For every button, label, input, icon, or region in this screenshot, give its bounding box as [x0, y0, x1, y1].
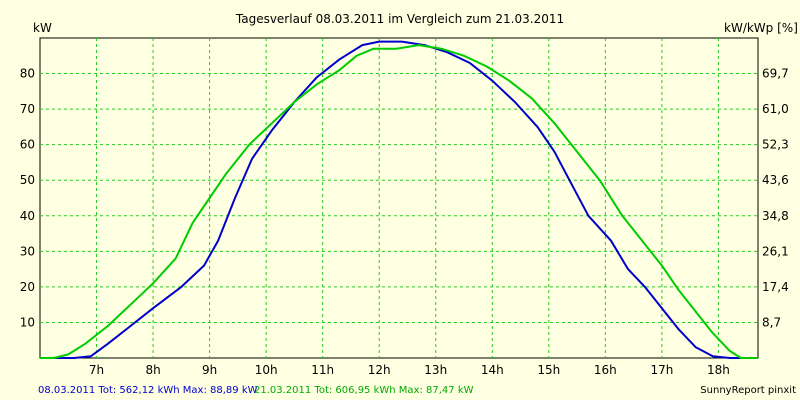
y-left-tick-label: 60	[20, 138, 35, 152]
y-left-tick-label: 50	[20, 173, 35, 187]
grid-lines	[40, 38, 758, 358]
y-right-tick-label: 52,3	[762, 138, 789, 152]
x-tick-label: 12h	[368, 363, 391, 377]
y-left-tick-label: 40	[20, 209, 35, 223]
y-right-axis-label: kW/kWp [%]	[724, 21, 798, 35]
x-tick-label: 11h	[311, 363, 334, 377]
x-tick-label: 7h	[89, 363, 104, 377]
x-tick-label: 15h	[537, 363, 560, 377]
x-tick-label: 17h	[650, 363, 673, 377]
y-right-tick-label: 17,4	[762, 280, 789, 294]
series-layer	[40, 40, 758, 359]
axis-labels: 7h 8h 9h 10h 11h 12h 13h 14h 15h 16h 17h 18h 10 20 30 4…	[20, 67, 789, 377]
x-tick-label: 10h	[255, 363, 278, 377]
x-tick-label: 8h	[145, 363, 160, 377]
y-left-tick-label: 10	[20, 315, 35, 329]
y-right-tick-label: 8,7	[762, 315, 781, 329]
plot-area	[39, 37, 759, 359]
footer-summary-1: 08.03.2011 Tot: 562,12 kWh Max: 88,89 kW	[38, 385, 258, 396]
series-line-1	[40, 40, 753, 359]
series-line-2	[40, 44, 758, 359]
y-right-tick-label: 34,8	[762, 209, 789, 223]
footer-summary-2: 21.03.2011 Tot: 606,95 kWh Max: 87,47 kW	[254, 385, 474, 396]
y-left-axis-label: kW	[33, 21, 52, 35]
footer-credit: SunnyReport pinxit	[700, 385, 796, 396]
x-tick-label: 14h	[481, 363, 504, 377]
x-tick-label: 9h	[202, 363, 217, 377]
x-tick-label: 13h	[424, 363, 447, 377]
y-left-tick-label: 30	[20, 244, 35, 258]
y-right-tick-label: 26,1	[762, 244, 789, 258]
y-right-tick-label: 61,0	[762, 102, 789, 116]
y-left-tick-label: 70	[20, 102, 35, 116]
x-tick-label: 16h	[594, 363, 617, 377]
chart-title: Tagesverlauf 08.03.2011 im Vergleich zum…	[235, 12, 564, 26]
y-left-tick-label: 20	[20, 280, 35, 294]
y-left-tick-label: 80	[20, 67, 35, 81]
x-tick-label: 18h	[707, 363, 730, 377]
y-right-tick-label: 69,7	[762, 67, 789, 81]
y-right-tick-label: 43,6	[762, 173, 789, 187]
